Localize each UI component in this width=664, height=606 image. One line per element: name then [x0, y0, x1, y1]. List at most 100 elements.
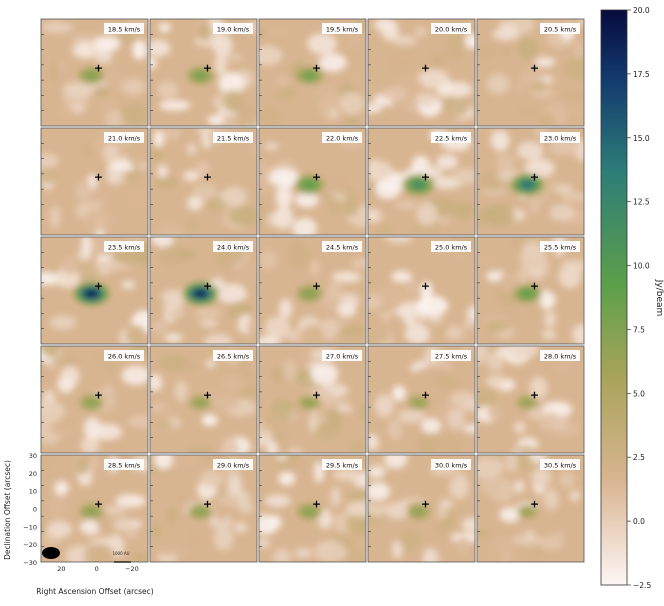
channel-panel: 27.0 km/s +	[258, 345, 367, 454]
velocity-label: 29.0 km/s	[217, 462, 250, 470]
colorbar-ticks: 20.0 17.5 15.0 12.5 10.0 7.5 5.0 2.5 0.0 −2.5	[627, 6, 651, 590]
source-marker: +	[312, 280, 321, 293]
source-marker: +	[530, 62, 539, 75]
source-marker: +	[203, 389, 212, 402]
velocity-label: 27.5 km/s	[435, 353, 468, 361]
emission-map	[41, 132, 148, 235]
colorbar-gradient	[600, 9, 628, 586]
channel-panel: 21.5 km/s +	[149, 127, 258, 236]
emission-map	[259, 346, 366, 453]
panel-frame	[367, 18, 476, 127]
source-marker: +	[312, 498, 321, 511]
velocity-label-box	[213, 132, 253, 143]
channel-panel: 23.5 km/s +	[40, 236, 149, 345]
panel-frame	[258, 345, 367, 454]
panel-frame	[258, 18, 367, 127]
panel-frame	[258, 127, 367, 236]
velocity-label: 23.0 km/s	[544, 135, 577, 143]
source-marker: +	[94, 389, 103, 402]
velocity-label-box	[104, 241, 144, 252]
panel-frame	[149, 345, 258, 454]
channel-panel: 24.0 km/s +	[149, 236, 258, 345]
source-marker: +	[421, 62, 430, 75]
panel-frame	[149, 127, 258, 236]
panel-frame	[476, 236, 585, 345]
channel-panel: 29.0 km/s +	[149, 454, 258, 563]
emission-map	[150, 350, 257, 453]
x-axis-label: Right Ascension Offset (arcsec)	[36, 587, 154, 596]
panel-frame	[40, 345, 149, 454]
emission-map	[368, 346, 475, 453]
source-marker: +	[94, 280, 103, 293]
source-marker: +	[94, 498, 103, 511]
velocity-label-box	[104, 459, 144, 470]
channel-panel: 22.5 km/s +	[367, 127, 476, 236]
velocity-label: 26.0 km/s	[108, 353, 141, 361]
panel-frame	[40, 454, 149, 563]
velocity-label-box	[431, 459, 471, 470]
panel-frame	[149, 454, 258, 563]
channel-panel: 27.5 km/s +	[367, 345, 476, 454]
channel-panel: 24.5 km/s +	[258, 236, 367, 345]
velocity-label: 28.5 km/s	[108, 462, 141, 470]
emission-map	[150, 237, 257, 344]
colorbar-tick-label: 0.0	[633, 517, 645, 526]
channel-panel: 26.0 km/s +	[40, 345, 149, 454]
channel-panel: 30.5 km/s +	[476, 454, 585, 563]
channel-panel: 23.0 km/s +	[476, 127, 585, 236]
colorbar-tick-label: 10.0	[633, 262, 650, 271]
channel-panel: 25.5 km/s +	[476, 236, 585, 345]
source-marker: +	[530, 171, 539, 184]
colorbar-tick-label: 20.0	[633, 6, 650, 15]
source-marker: +	[94, 171, 103, 184]
colorbar-tick-label: 12.5	[633, 198, 650, 207]
velocity-label-box	[213, 241, 253, 252]
colorbar-tick-label: 2.5	[633, 453, 645, 462]
velocity-label-box	[213, 459, 253, 470]
y-tick-label: 0	[33, 506, 37, 514]
velocity-label: 22.0 km/s	[326, 135, 359, 143]
velocity-label: 24.0 km/s	[217, 244, 250, 252]
source-marker: +	[421, 280, 430, 293]
y-tick-label: −10	[23, 523, 37, 531]
source-marker: +	[530, 280, 539, 293]
velocity-label-box	[104, 132, 144, 143]
colorbar-tick-label: 5.0	[633, 389, 645, 398]
panel-frame	[40, 18, 149, 127]
velocity-label: 24.5 km/s	[326, 244, 359, 252]
velocity-label: 30.0 km/s	[435, 462, 468, 470]
velocity-label: 28.0 km/s	[544, 353, 577, 361]
velocity-label: 26.5 km/s	[217, 353, 250, 361]
x-tick-labels: 20 0 −20	[57, 565, 139, 573]
y-tick-label: −30	[23, 559, 37, 567]
velocity-label-box	[540, 132, 580, 143]
velocity-label: 21.0 km/s	[108, 135, 141, 143]
velocity-label: 20.5 km/s	[544, 26, 577, 34]
emission-map	[150, 19, 257, 126]
source-marker: +	[530, 498, 539, 511]
source-marker: +	[203, 62, 212, 75]
y-axis-label: Declination Offset (arcsec)	[3, 460, 12, 560]
velocity-label: 22.5 km/s	[435, 135, 468, 143]
beam-ellipse	[42, 547, 60, 559]
velocity-label-box	[322, 459, 362, 470]
source-marker: +	[421, 498, 430, 511]
channel-panel: 29.5 km/s +	[258, 454, 367, 563]
source-marker: +	[312, 389, 321, 402]
panel-frame	[149, 18, 258, 127]
velocity-label: 18.5 km/s	[108, 26, 141, 34]
panel-frame	[258, 454, 367, 563]
velocity-label-box	[322, 23, 362, 34]
channel-panel: 20.5 km/s +	[476, 18, 585, 127]
y-tick-label: 10	[29, 488, 37, 496]
colorbar-tick-label: 7.5	[633, 325, 645, 334]
velocity-label-box	[213, 23, 253, 34]
velocity-label: 23.5 km/s	[108, 244, 141, 252]
colorbar-tick-label: −2.5	[633, 581, 651, 590]
emission-map	[150, 455, 254, 562]
source-marker: +	[312, 62, 321, 75]
panel-frame	[476, 345, 585, 454]
velocity-label-box	[213, 350, 253, 361]
panel-frame	[367, 454, 476, 563]
